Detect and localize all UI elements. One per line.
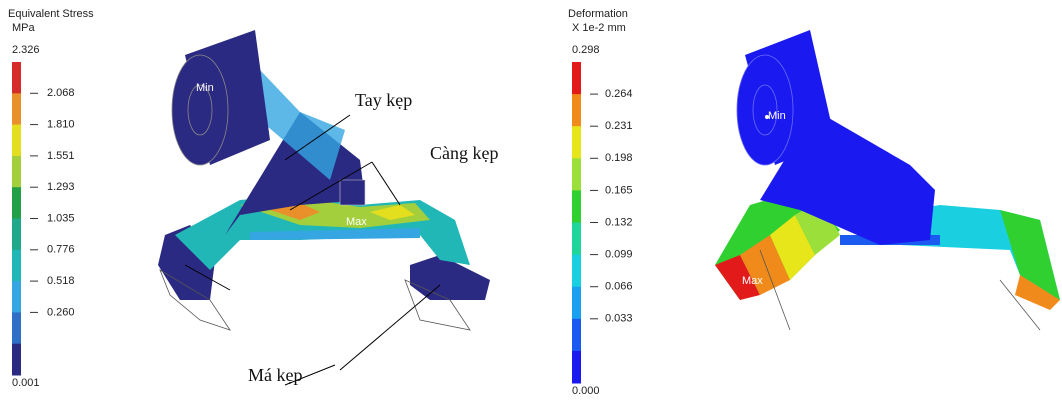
legend-tick-label: 0.776 — [47, 244, 75, 256]
legend-tick-label: 0.165 — [605, 184, 633, 196]
annotation: Má kẹp — [248, 365, 302, 385]
legend-band — [572, 287, 581, 320]
legend-band — [12, 312, 21, 344]
legend-band — [572, 351, 581, 384]
legend-band — [12, 281, 21, 313]
legend-tick-label: 1.035 — [47, 212, 75, 224]
min-marker — [765, 115, 769, 119]
legend-unit: MPa — [12, 22, 36, 34]
legend-band — [12, 125, 21, 157]
legend-band — [12, 93, 21, 125]
min-label: Min — [196, 82, 214, 94]
legend-band — [12, 344, 21, 376]
legend-band — [12, 156, 21, 188]
legend-band — [572, 223, 581, 256]
legend-band — [572, 255, 581, 288]
annotation: Tay kẹp — [355, 90, 412, 110]
min-label: Min — [768, 110, 786, 122]
legend-tick-label: 2.068 — [47, 87, 75, 99]
legend-band — [572, 62, 581, 95]
legend-tick-label: 0.198 — [605, 152, 633, 164]
legend-band — [572, 190, 581, 223]
annotation: Càng kẹp — [430, 143, 498, 163]
legend-band — [572, 319, 581, 352]
legend-title: Deformation — [568, 8, 628, 20]
legend-tick-label: 0.231 — [605, 120, 633, 132]
legend-band — [572, 158, 581, 191]
max-label: Max — [346, 216, 367, 228]
screenshot: Equivalent Stress MPa 2.326 2.068 1.810 1.551… — [0, 0, 1062, 401]
legend-tick-label: 0.132 — [605, 216, 633, 228]
legend-tick-label: 0.000 — [572, 385, 600, 397]
legend-tick-label: 0.518 — [47, 275, 75, 287]
legend-tick-label: 1.810 — [47, 119, 75, 131]
legend-title: Equivalent Stress — [8, 8, 94, 20]
deformation-model — [715, 30, 1060, 330]
legend-tick-label: 1.551 — [47, 150, 75, 162]
legend-band — [12, 219, 21, 251]
legend-band — [12, 250, 21, 282]
legend-band — [12, 187, 21, 219]
legend-tick-label: 0.033 — [605, 313, 633, 325]
legend-band — [572, 126, 581, 159]
legend-tick-label: 0.264 — [605, 88, 633, 100]
legend-tick-label: 0.298 — [572, 44, 600, 56]
max-label: Max — [742, 275, 763, 287]
legend-unit: X 1e-2 mm — [572, 22, 626, 34]
legend-tick-label: 0.260 — [47, 306, 75, 318]
legend-tick-label: 2.326 — [12, 44, 40, 56]
legend-tick-label: 1.293 — [47, 181, 75, 193]
legend-tick-label: 0.099 — [605, 249, 633, 261]
legend-band — [12, 62, 21, 94]
legend-tick-label: 0.066 — [605, 281, 633, 293]
legend-tick-label: 0.001 — [12, 377, 40, 389]
legend-band — [572, 94, 581, 127]
